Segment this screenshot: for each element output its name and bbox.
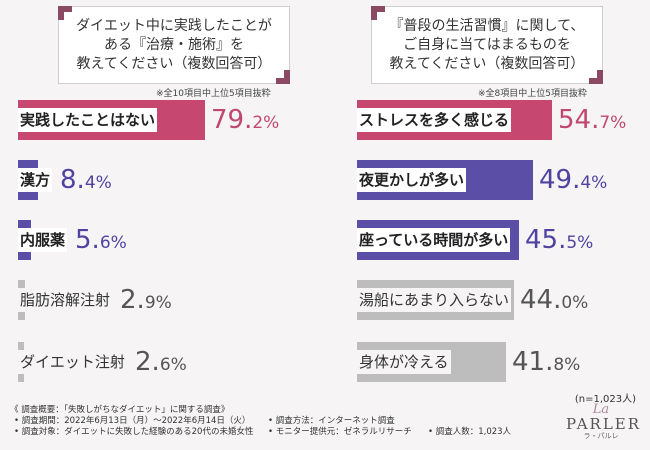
bar-row: 漢方 8.4%	[18, 160, 318, 200]
logo-la: La	[592, 402, 610, 417]
right-bar-chart: ストレスを多く感じる 54.7% 夜更かしが多い 49.4% 座っている時間が多い 45.…	[357, 100, 650, 390]
bar-row: 内服薬 5.6%	[18, 220, 318, 260]
survey-footer: 《 調査概要：「失敗しがちなダイエット」に関する調査》 • 調査期間：2022年…	[10, 405, 511, 438]
bar-value-label: 54.7%	[558, 105, 627, 135]
bar-row: 実践したことはない 79.2%	[18, 100, 318, 140]
bar-value-label: 79.2%	[211, 105, 280, 135]
footer-period: • 調査期間：2022年6月13日（月）〜2022年6月14日（火）	[14, 416, 251, 426]
right-question-line: 教えてください（複数回答可）	[389, 56, 585, 72]
bar-row: 座っている時間が多い 45.5%	[357, 220, 650, 260]
logo-sub: ラ・パルレ	[583, 432, 619, 440]
bar-row: 脂肪溶解注射 2.9%	[18, 280, 318, 320]
bar-value-label: 8.4%	[60, 165, 112, 195]
bar-value-label: 5.6%	[75, 225, 127, 255]
footer-target: • 調査対象：ダイエットに失敗した経験のある20代の未婚女性	[14, 427, 254, 437]
footer-method: • 調査方法：インターネット調査	[268, 416, 395, 426]
bar-value-label: 41.8%	[512, 347, 581, 377]
left-bar-chart: 実践したことはない 79.2% 漢方 8.4% 内服薬 5.6% 脂肪溶解注射 2.9% ダイエ…	[18, 100, 318, 390]
left-question-line: ある『治療・施術』を	[104, 37, 244, 53]
left-question-box: ダイエット中に実践したことが ある『治療・施術』を 教えてください（複数回答可）	[58, 6, 290, 84]
bar-category-label: 湯船にあまり入らない	[357, 288, 512, 312]
bar-category-label: 座っている時間が多い	[357, 228, 511, 252]
bar-category-label: 漢方	[18, 168, 53, 192]
right-question-box: 『普段の生活習慣』に関して、 ご自身に当てはまるものを 教えてください（複数回答…	[371, 6, 603, 84]
sample-size: (n=1,023人)	[574, 394, 636, 405]
bar-value-label: 44.0%	[520, 285, 589, 315]
bar-row: 湯船にあまり入らない 44.0%	[357, 280, 650, 320]
right-note: ※全8項目中上位5項目抜粋	[478, 89, 587, 99]
bar-category-label: 実践したことはない	[18, 108, 158, 132]
bar-category-label: ストレスを多く感じる	[357, 108, 512, 132]
left-question-line: 教えてください（複数回答可）	[76, 56, 272, 72]
bar-row: 夜更かしが多い 49.4%	[357, 160, 650, 200]
bar-category-label: 脂肪溶解注射	[18, 288, 113, 312]
left-note: ※全10項目中上位5項目抜粋	[156, 89, 271, 99]
right-question-line: ご自身に当てはまるものを	[403, 37, 571, 53]
la-parler-logo: La PARLER ラ・パルレ	[566, 402, 642, 441]
footer-title: 《 調査概要：「失敗しがちなダイエット」に関する調査》	[10, 405, 230, 415]
left-question-line: ダイエット中に実践したことが	[76, 18, 272, 34]
bar-category-label: ダイエット注射	[18, 350, 127, 374]
bar-row: ストレスを多く感じる 54.7%	[357, 100, 650, 140]
right-question-line: 『普段の生活習慣』に関して、	[389, 18, 585, 34]
bar-value-label: 49.4%	[539, 165, 608, 195]
bar-row: 身体が冷える 41.8%	[357, 342, 650, 382]
footer-provider: • モニター提供元：ゼネラルリサーチ	[268, 427, 412, 437]
bar-category-label: 身体が冷える	[357, 350, 451, 374]
footer-count: • 調査人数：1,023人	[428, 427, 512, 437]
bar-value-label: 2.6%	[135, 347, 187, 377]
bar-category-label: 内服薬	[18, 228, 68, 252]
bar-value-label: 2.9%	[120, 285, 172, 315]
logo-name: PARLER	[566, 415, 642, 433]
bar-value-label: 45.5%	[525, 225, 594, 255]
bar-row: ダイエット注射 2.6%	[18, 342, 318, 382]
bar-category-label: 夜更かしが多い	[357, 168, 467, 192]
